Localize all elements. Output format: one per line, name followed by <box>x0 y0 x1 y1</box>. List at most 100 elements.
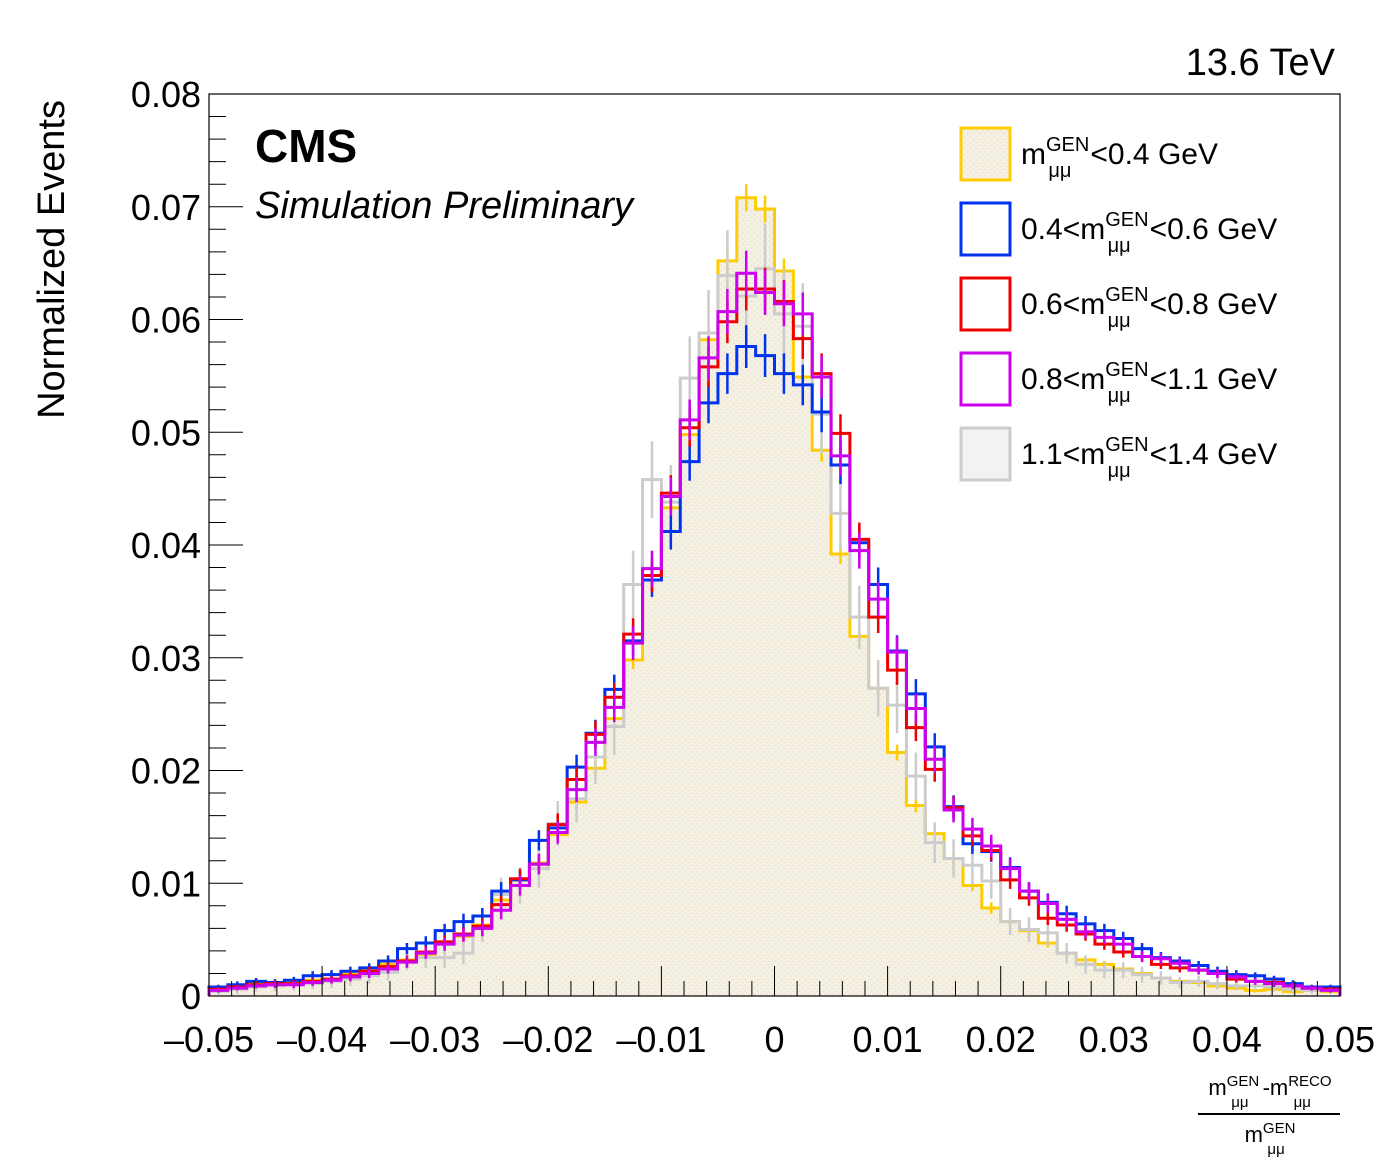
x-tick-label: 0.04 <box>1192 1019 1262 1060</box>
x-title-m-gen: m <box>1208 1075 1226 1100</box>
series-3-errorbar <box>1100 930 1109 945</box>
series-4-errorbar <box>1156 971 1165 985</box>
series-3-errorbar <box>629 626 638 661</box>
series-1-errorbar <box>685 442 694 481</box>
series-4-errorbar <box>459 941 468 965</box>
series-4-errorbar <box>1119 962 1128 978</box>
legend-swatch <box>959 126 1012 182</box>
series-3-errorbar <box>1194 965 1203 975</box>
series-0-errorbar <box>987 902 996 914</box>
y-tick-label: 0.04 <box>131 525 201 566</box>
x-tick-label: 0.05 <box>1305 1019 1375 1060</box>
legend-label: 0.4<mGEN μμ <0.6 GeV <box>1021 209 1277 257</box>
legend-item-2: 0.6<mGEN μμ <0.8 GeV <box>959 276 1277 332</box>
series-3-errorbar <box>723 289 732 335</box>
x-tick-label: –0.04 <box>277 1019 367 1060</box>
y-tick-label: 0.08 <box>131 74 201 115</box>
legend-label: 0.8<mGEN μμ <1.1 GeV <box>1021 359 1277 407</box>
series-4-errorbar <box>1138 966 1147 983</box>
series-2-errorbar <box>1043 911 1052 925</box>
series-3-errorbar <box>1024 882 1033 901</box>
series-3-errorbar <box>817 355 826 399</box>
series-3-errorbar <box>987 834 996 858</box>
series-3-errorbar <box>1307 985 1316 991</box>
x-title-den-m: m <box>1245 1122 1263 1147</box>
series-3-errorbar <box>1175 958 1184 968</box>
series-3-errorbar <box>930 745 939 773</box>
series-3-errorbar <box>459 928 468 942</box>
series-3-errorbar <box>798 292 807 336</box>
x-tick-label: –0.02 <box>503 1019 593 1060</box>
x-tick-label: –0.05 <box>164 1019 254 1060</box>
series-3-errorbar <box>402 956 411 968</box>
series-1-errorbar <box>704 382 713 424</box>
series-4-errorbar <box>1081 955 1090 974</box>
legend-label: mGEN μμ <0.4 GeV <box>1021 134 1218 182</box>
series-3-errorbar <box>1213 968 1222 978</box>
series-1-errorbar <box>402 943 411 955</box>
series-3-errorbar <box>610 692 619 723</box>
series-3-errorbar <box>346 972 355 982</box>
series-0-errorbar <box>742 184 751 212</box>
series-3-errorbar <box>1251 977 1260 985</box>
series-3-errorbar <box>893 636 902 668</box>
series-4-errorbar <box>1062 943 1071 964</box>
legend-item-0: mGEN μμ <0.4 GeV <box>959 126 1218 182</box>
x-title-m-gen-sup: GEN <box>1227 1073 1260 1090</box>
series-4-errorbar <box>1194 975 1203 987</box>
y-tick-label: 0.01 <box>131 863 201 904</box>
series-4-errorbar <box>1232 981 1241 991</box>
series-3-errorbar <box>497 901 506 920</box>
series-1-errorbar <box>666 513 675 550</box>
series-3-errorbar <box>1232 973 1241 981</box>
y-tick-label: 0 <box>181 976 201 1017</box>
series-3-errorbar <box>1062 911 1071 928</box>
legend-swatch <box>959 351 1012 407</box>
legend-label: 1.1<mGEN μμ <1.4 GeV <box>1021 434 1277 482</box>
series-3-errorbar <box>855 532 864 569</box>
legend-label: 0.6<mGEN μμ <0.8 GeV <box>1021 284 1277 332</box>
legend-item-3: 0.8<mGEN μμ <1.1 GeV <box>959 351 1277 407</box>
series-3-outline <box>207 271 1342 996</box>
series-4-errorbar <box>930 822 939 863</box>
x-title-m-reco-sup: RECO <box>1288 1073 1331 1090</box>
y-tick-label: 0.06 <box>131 300 201 341</box>
series-4-errorbar <box>987 862 996 900</box>
series-3-errorbar <box>761 269 770 315</box>
x-tick-label: 0 <box>764 1019 784 1060</box>
series-3-errorbar <box>779 281 788 327</box>
x-title-minus: - <box>1263 1075 1270 1100</box>
series-1-errorbar <box>723 353 732 394</box>
energy-label: 13.6 TeV <box>1186 42 1336 84</box>
series-3-errorbar <box>685 399 694 441</box>
series-3-errorbar <box>440 937 449 951</box>
series-3-errorbar <box>553 821 562 844</box>
x-tick-label: 0.02 <box>966 1019 1036 1060</box>
x-tick-label: 0.01 <box>853 1019 923 1060</box>
y-tick-label: 0.07 <box>131 187 201 228</box>
series-1-errorbar <box>761 334 770 378</box>
axes-layer: –0.05 –0.04 –0.03 –0.02 –0.01 0 0.01 0.02 0.03 0.… <box>131 74 1375 1060</box>
x-tick-label: –0.03 <box>390 1019 480 1060</box>
series-4-errorbar <box>911 752 920 800</box>
series-3-errorbar <box>214 988 223 993</box>
series-3-errorbar <box>365 968 374 978</box>
series-3-errorbar <box>1156 953 1165 965</box>
x-tick-label: –0.01 <box>616 1019 706 1060</box>
series-0-errorbar <box>893 744 902 761</box>
series-3-errorbar <box>666 477 675 516</box>
series-3-errorbar <box>534 853 543 875</box>
y-tick-label: 0.05 <box>131 412 201 453</box>
series-4-errorbar <box>1175 976 1184 989</box>
series-4-errorbar <box>440 947 449 968</box>
series-3-errorbar <box>270 981 279 989</box>
x-title-m-reco-sub: μμ <box>1294 1094 1311 1111</box>
x-title-numerator: mGEN μμ-mRECO μμ <box>1208 1073 1331 1111</box>
series-3-errorbar <box>742 250 751 296</box>
series-4-errorbar <box>1213 977 1222 990</box>
series-3-errorbar <box>1326 988 1335 993</box>
series-1-errorbar <box>534 830 543 851</box>
series-3-errorbar <box>1043 894 1052 913</box>
series-3-errorbar <box>949 797 958 823</box>
